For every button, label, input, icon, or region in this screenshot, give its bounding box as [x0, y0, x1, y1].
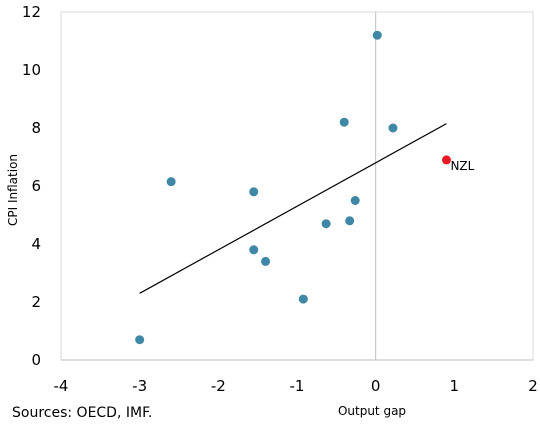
y-tick-label: 8 [31, 119, 41, 137]
data-point [321, 219, 331, 229]
x-tick-label: -2 [211, 377, 226, 395]
data-point [249, 245, 259, 255]
x-tick-label: 1 [450, 377, 460, 395]
x-axis-title: Output gap [338, 404, 406, 418]
y-tick-label: 0 [31, 351, 41, 369]
y-tick-label: 4 [31, 235, 41, 253]
data-point [298, 294, 308, 304]
trendline [139, 123, 447, 294]
data-points: NZL [135, 30, 475, 345]
data-point [339, 117, 349, 127]
plot-area [60, 11, 534, 361]
x-tick-label: 0 [371, 377, 381, 395]
x-tick-label: -1 [290, 377, 305, 395]
y-axis-title: CPI Inflation [6, 154, 20, 226]
point-label-nzl: NZL [450, 159, 474, 173]
data-point [166, 177, 176, 187]
x-tick-label: -3 [132, 377, 147, 395]
data-point [135, 335, 145, 345]
data-point [345, 216, 355, 226]
y-tick-label: 2 [31, 293, 41, 311]
source-note: Sources: OECD, IMF. [12, 405, 153, 421]
y-tick-label: 10 [22, 61, 41, 79]
x-tick-label: -4 [54, 377, 69, 395]
data-point [249, 187, 259, 197]
data-point [388, 123, 398, 133]
data-point [350, 196, 360, 205]
data-point-nzl [441, 155, 451, 165]
data-point [261, 256, 271, 266]
y-tick-labels: 0 2 4 6 8 10 12 [22, 3, 41, 369]
y-tick-label: 12 [22, 3, 41, 21]
x-tick-label: 2 [528, 377, 538, 395]
y-tick-label: 6 [31, 177, 41, 195]
x-tick-labels: -4 -3 -2 -1 0 1 2 [54, 377, 538, 395]
data-point [372, 30, 382, 40]
